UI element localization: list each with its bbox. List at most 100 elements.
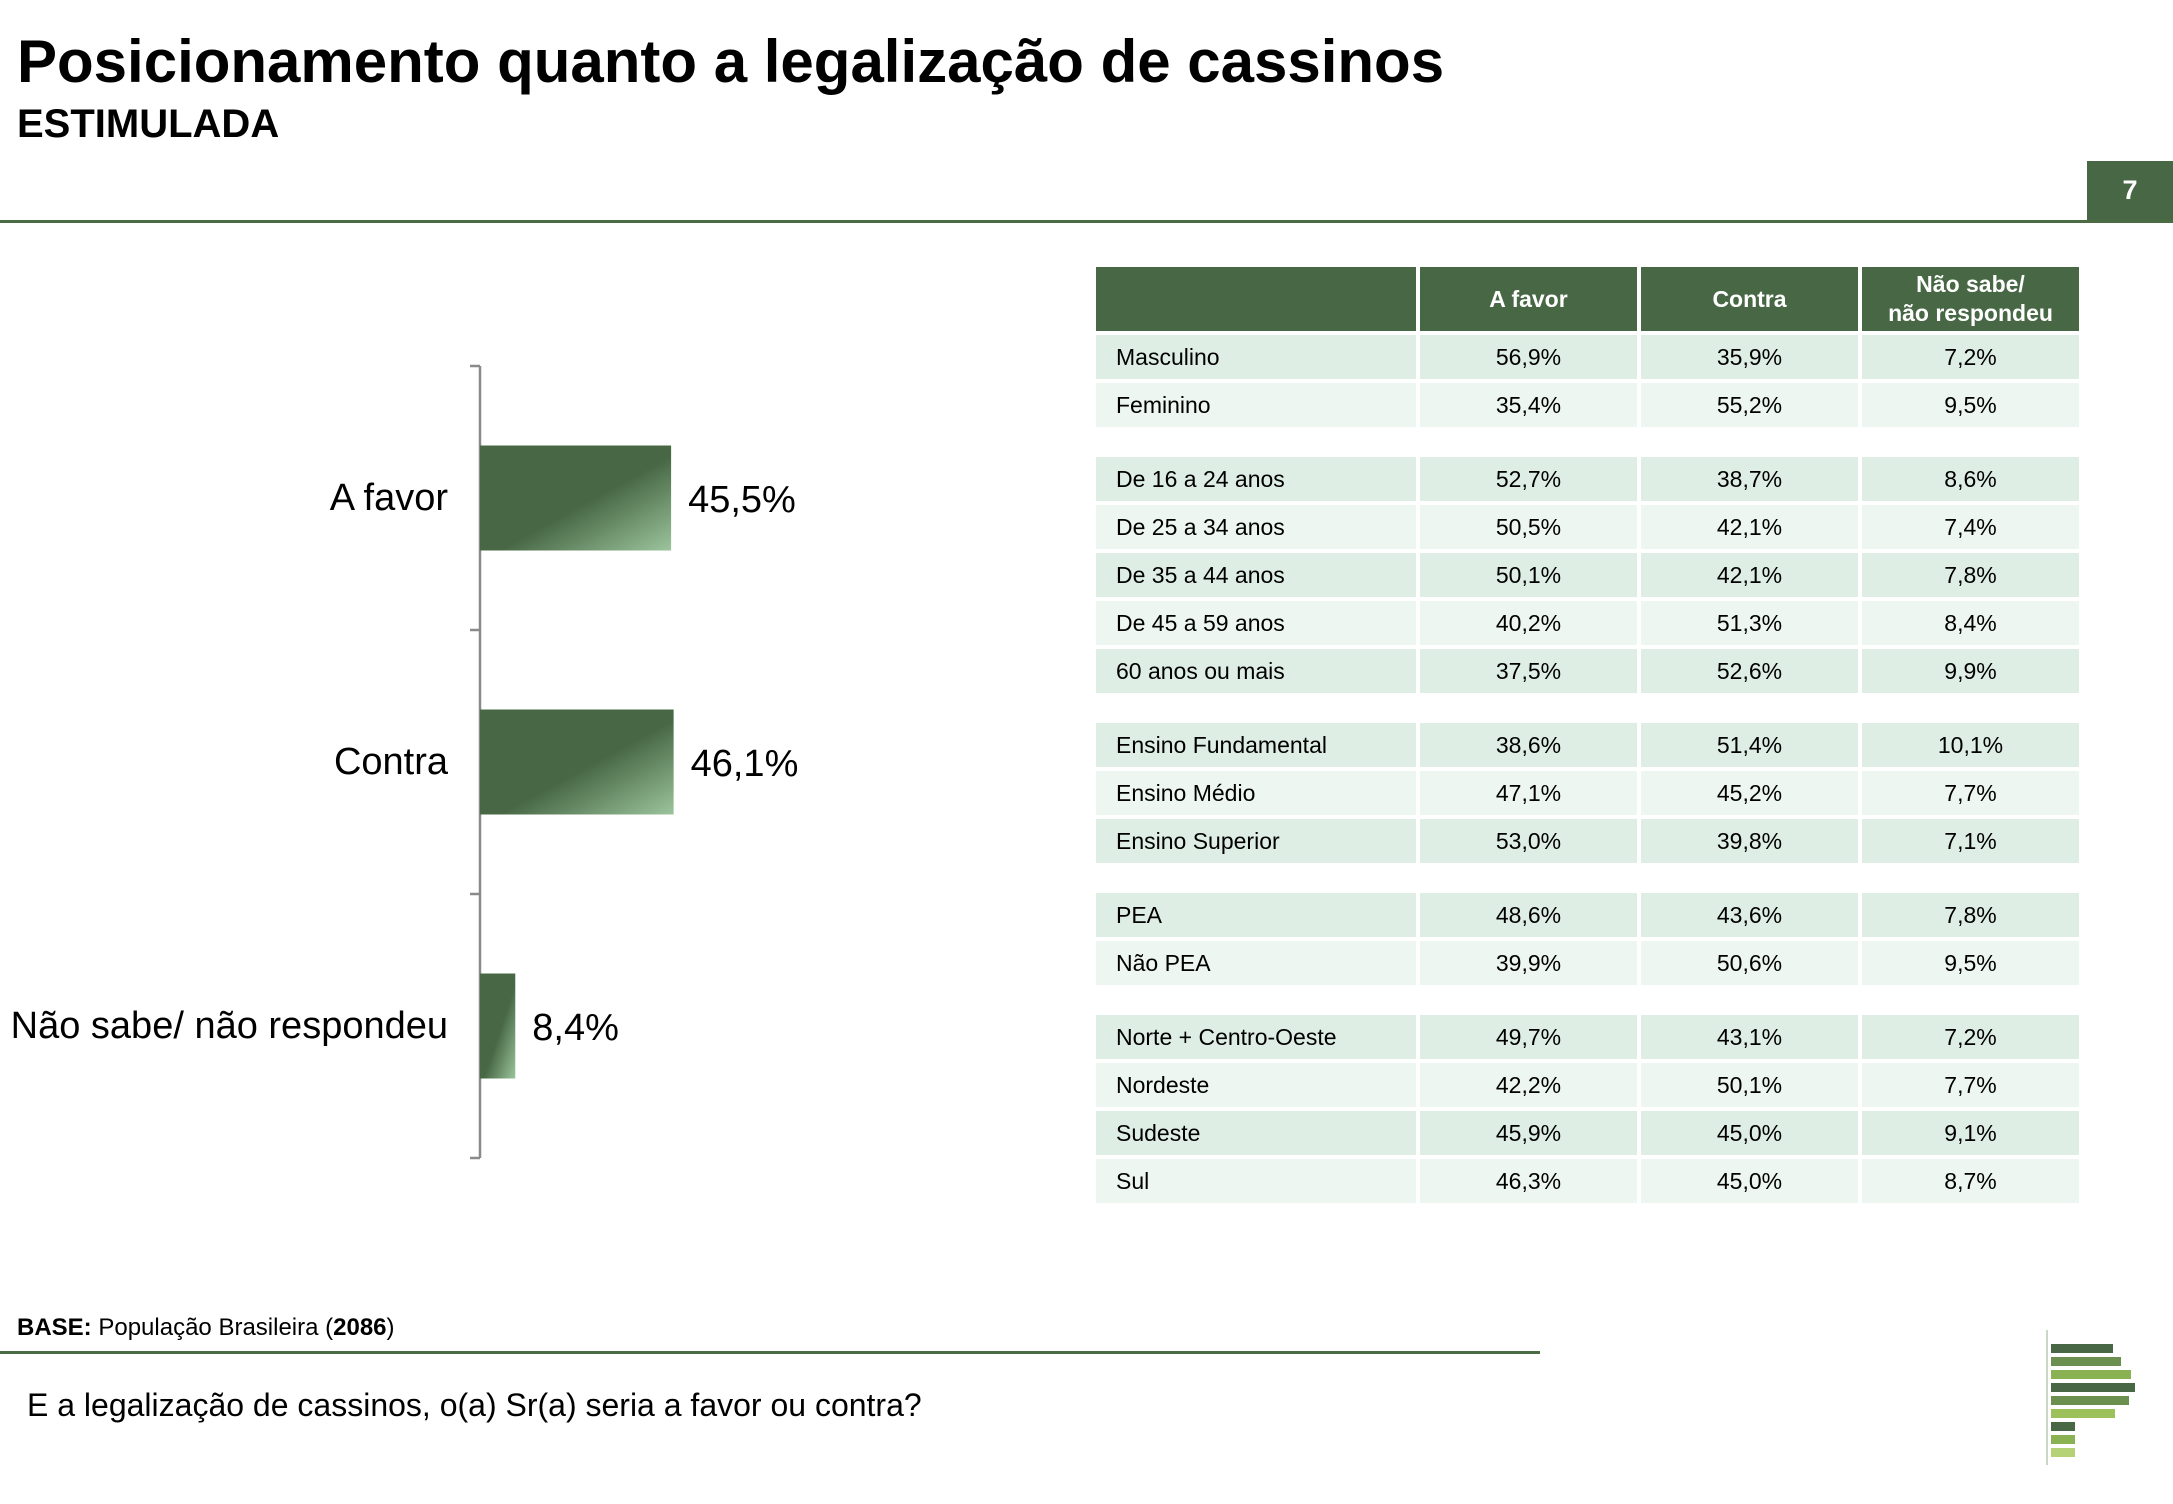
table-cell: 8,6%: [1862, 457, 2079, 501]
table-cell: 52,6%: [1641, 649, 1858, 693]
base-count: 2086: [333, 1314, 387, 1341]
table-row: De 45 a 59 anos 40,2% 51,3% 8,4%: [1096, 601, 2079, 645]
table-cell: 7,7%: [1862, 771, 2079, 815]
page-title: Posicionamento quanto a legalização de c…: [17, 28, 1445, 95]
table-cell: 52,7%: [1420, 457, 1637, 501]
base-text: População Brasileira (: [98, 1314, 334, 1341]
row-label: Ensino Médio: [1096, 771, 1416, 815]
group-spacer: [1096, 867, 2079, 889]
group-spacer: [1096, 989, 2079, 1011]
data-label: 46,1%: [691, 743, 799, 785]
table-row: Ensino Fundamental 38,6% 51,4% 10,1%: [1096, 723, 2079, 767]
category-label: Contra: [334, 741, 449, 783]
row-label: De 35 a 44 anos: [1096, 553, 1416, 597]
table-cell: 8,7%: [1862, 1159, 2079, 1203]
table-cell: 55,2%: [1641, 383, 1858, 427]
table-cell: 45,0%: [1641, 1111, 1858, 1155]
row-label: Ensino Superior: [1096, 819, 1416, 863]
row-label: PEA: [1096, 893, 1416, 937]
table-row: De 16 a 24 anos 52,7% 38,7% 8,6%: [1096, 457, 2079, 501]
table-cell: 7,7%: [1862, 1063, 2079, 1107]
table-cell: 7,4%: [1862, 505, 2079, 549]
table-cell: 42,2%: [1420, 1063, 1637, 1107]
table-cell: 7,2%: [1862, 1015, 2079, 1059]
table-cell: 45,9%: [1420, 1111, 1637, 1155]
table-cell: 8,4%: [1862, 601, 2079, 645]
table-header-cell: Não sabe/não respondeu: [1862, 267, 2079, 331]
table-cell: 9,5%: [1862, 941, 2079, 985]
table-row: Sul 46,3% 45,0% 8,7%: [1096, 1159, 2079, 1203]
table-cell: 47,1%: [1420, 771, 1637, 815]
table-cell: 51,3%: [1641, 601, 1858, 645]
table-cell: 40,2%: [1420, 601, 1637, 645]
table-cell: 7,8%: [1862, 893, 2079, 937]
row-label: 60 anos ou mais: [1096, 649, 1416, 693]
table-cell: 9,9%: [1862, 649, 2079, 693]
table-cell: 35,4%: [1420, 383, 1637, 427]
table-cell: 48,6%: [1420, 893, 1637, 937]
table-cell: 9,1%: [1862, 1111, 2079, 1155]
table-cell: 45,2%: [1641, 771, 1858, 815]
table-cell: 7,2%: [1862, 335, 2079, 379]
table-cell: 46,3%: [1420, 1159, 1637, 1203]
base-label: BASE:: [17, 1314, 92, 1341]
table-cell: 37,5%: [1420, 649, 1637, 693]
table-row: Masculino 56,9% 35,9% 7,2%: [1096, 335, 2079, 379]
group-spacer: [1096, 697, 2079, 719]
group-spacer: [1096, 431, 2079, 453]
base-text-end: ): [386, 1314, 395, 1341]
header-divider: [0, 220, 2173, 223]
page-subtitle: ESTIMULADA: [17, 102, 280, 146]
table-row: Ensino Superior 53,0% 39,8% 7,1%: [1096, 819, 2079, 863]
row-label: De 25 a 34 anos: [1096, 505, 1416, 549]
row-label: Feminino: [1096, 383, 1416, 427]
table-row: De 25 a 34 anos 50,5% 42,1% 7,4%: [1096, 505, 2079, 549]
table-cell: 10,1%: [1862, 723, 2079, 767]
table-cell: 50,1%: [1420, 553, 1637, 597]
table-cell: 42,1%: [1641, 553, 1858, 597]
table-row: PEA 48,6% 43,6% 7,8%: [1096, 893, 2079, 937]
brand-logo: [2046, 1330, 2135, 1465]
category-label: Não sabe/ não respondeu: [11, 1005, 448, 1047]
table-cell: 42,1%: [1641, 505, 1858, 549]
row-label: Masculino: [1096, 335, 1416, 379]
table-cell: 51,4%: [1641, 723, 1858, 767]
table-cell: 56,9%: [1420, 335, 1637, 379]
table-cell: 9,5%: [1862, 383, 2079, 427]
table-row: Ensino Médio 47,1% 45,2% 7,7%: [1096, 771, 2079, 815]
table-header-cell: A favor: [1420, 267, 1637, 331]
bar: [480, 709, 674, 815]
bar: [480, 973, 516, 1079]
table-cell: 38,6%: [1420, 723, 1637, 767]
crosstab-table: A favor Contra Não sabe/não respondeu Masc…: [1092, 263, 2083, 1207]
table-row: Nordeste 42,2% 50,1% 7,7%: [1096, 1063, 2079, 1107]
row-label: Não PEA: [1096, 941, 1416, 985]
table-cell: 50,5%: [1420, 505, 1637, 549]
table-cell: 49,7%: [1420, 1015, 1637, 1059]
row-label: Ensino Fundamental: [1096, 723, 1416, 767]
table-row: Feminino 35,4% 55,2% 9,5%: [1096, 383, 2079, 427]
footer-divider: [0, 1351, 1540, 1354]
table-row: Não PEA 39,9% 50,6% 9,5%: [1096, 941, 2079, 985]
crosstab-table-wrapper: A favor Contra Não sabe/não respondeu Masc…: [1096, 267, 2079, 1203]
row-label: Norte + Centro-Oeste: [1096, 1015, 1416, 1059]
row-label: Sul: [1096, 1159, 1416, 1203]
row-label: De 16 a 24 anos: [1096, 457, 1416, 501]
table-cell: 7,8%: [1862, 553, 2079, 597]
table-cell: 43,1%: [1641, 1015, 1858, 1059]
category-label: A favor: [330, 477, 449, 519]
table-cell: 35,9%: [1641, 335, 1858, 379]
table-row: Norte + Centro-Oeste 49,7% 43,1% 7,2%: [1096, 1015, 2079, 1059]
row-label: De 45 a 59 anos: [1096, 601, 1416, 645]
data-label: 8,4%: [532, 1007, 619, 1049]
table-cell: 50,6%: [1641, 941, 1858, 985]
table-row: Sudeste 45,9% 45,0% 9,1%: [1096, 1111, 2079, 1155]
table-row: 60 anos ou mais 37,5% 52,6% 9,9%: [1096, 649, 2079, 693]
row-label: Nordeste: [1096, 1063, 1416, 1107]
table-cell: 7,1%: [1862, 819, 2079, 863]
row-label: Sudeste: [1096, 1111, 1416, 1155]
bar: [480, 445, 672, 551]
table-header-cell: Contra: [1641, 267, 1858, 331]
data-label: 45,5%: [688, 479, 796, 521]
survey-question: E a legalização de cassinos, o(a) Sr(a) …: [27, 1387, 922, 1423]
